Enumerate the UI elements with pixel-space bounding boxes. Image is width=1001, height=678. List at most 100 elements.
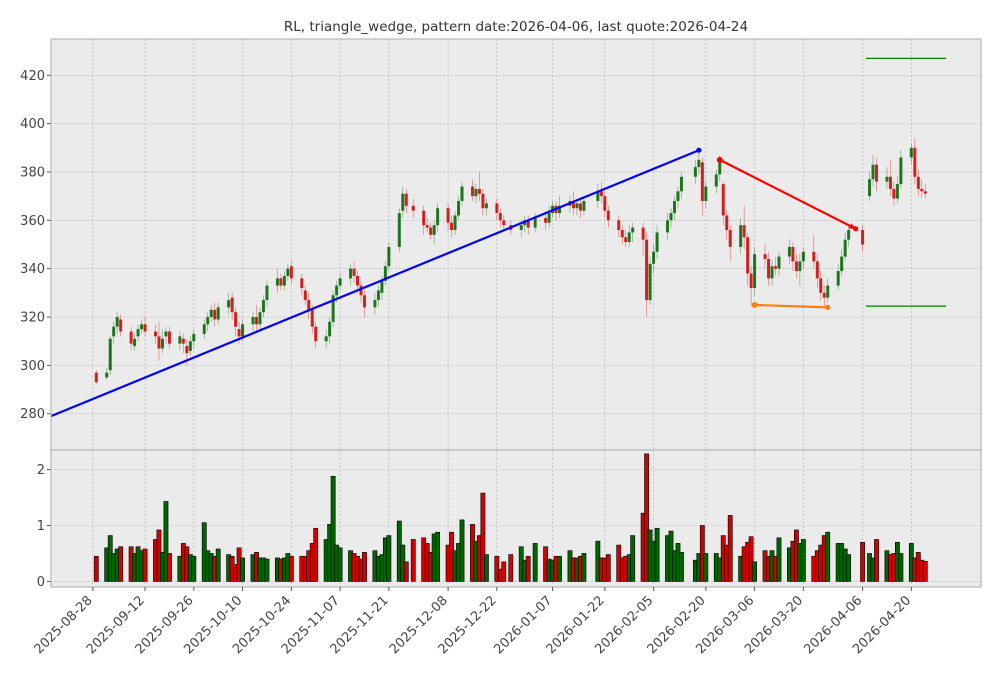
candle-body xyxy=(791,246,795,262)
volume-bar xyxy=(776,537,782,582)
volume-bar xyxy=(480,492,486,582)
candle-body xyxy=(383,266,387,281)
candle-body xyxy=(704,186,708,201)
volume-bar xyxy=(118,546,124,582)
candle-body xyxy=(822,292,826,298)
candle-body xyxy=(213,309,217,320)
candle-body xyxy=(718,159,722,175)
candle-body xyxy=(362,295,366,308)
candle-body xyxy=(526,220,530,228)
volume-bar xyxy=(581,553,587,582)
candle-body xyxy=(700,162,704,201)
candle-body xyxy=(582,200,586,211)
candle-body xyxy=(645,239,649,301)
candle-body xyxy=(136,329,140,337)
candle-body xyxy=(338,278,342,286)
candle-body xyxy=(773,266,777,269)
candle-body xyxy=(714,174,718,187)
candle-body xyxy=(160,338,164,349)
candle-body xyxy=(115,317,119,327)
candle-body xyxy=(356,275,360,286)
candle-body xyxy=(749,273,753,289)
candle-body xyxy=(676,191,680,201)
candle-body xyxy=(895,184,899,199)
candle-body xyxy=(376,290,380,301)
volume-bar xyxy=(163,501,169,582)
candle-body xyxy=(216,307,220,320)
candle-body xyxy=(815,261,819,279)
price-panel: 280 300 320 340 360 380 400 420 xyxy=(20,38,982,451)
volume-bar xyxy=(654,527,660,582)
candle-body xyxy=(349,268,353,279)
candle-body xyxy=(380,280,384,293)
candle-body xyxy=(620,229,624,238)
volume-bar xyxy=(142,548,148,582)
volume-panel-border xyxy=(50,449,982,588)
volume-bar xyxy=(483,554,489,582)
volume-bar xyxy=(93,555,99,582)
candle-body xyxy=(119,319,123,332)
candle-body xyxy=(624,237,628,243)
candle-body xyxy=(446,208,450,223)
price-y-tick-label: 300 xyxy=(20,359,45,374)
volume-bar xyxy=(752,561,757,582)
candle-body xyxy=(812,251,816,262)
candle-body xyxy=(202,324,206,334)
candle-body xyxy=(227,300,231,308)
candle-body xyxy=(899,157,903,185)
volume-bar xyxy=(240,557,245,582)
candle-body xyxy=(648,263,652,301)
candle-body xyxy=(289,266,293,279)
candle-body xyxy=(923,191,927,194)
volume-bar xyxy=(748,536,754,582)
volume-bar xyxy=(703,553,709,582)
candle-body xyxy=(627,232,631,243)
candle-body xyxy=(112,326,116,337)
candle-body xyxy=(310,309,314,327)
candle-body xyxy=(794,261,798,272)
candle-body xyxy=(206,317,210,325)
candle-body xyxy=(868,179,872,197)
candle-body xyxy=(770,266,774,279)
volume-y-tick-label: 1 xyxy=(37,519,45,534)
candle-body xyxy=(387,246,391,267)
candle-body xyxy=(575,203,579,209)
candle-body xyxy=(457,200,461,216)
pattern-marker xyxy=(825,304,831,310)
candle-body xyxy=(655,232,659,252)
candle-body xyxy=(495,203,499,214)
candle-body xyxy=(777,256,781,269)
candle-body xyxy=(728,229,732,247)
volume-bar xyxy=(410,539,416,582)
candle-body xyxy=(331,295,335,322)
candle-body xyxy=(450,222,454,230)
candle-body xyxy=(94,372,98,383)
volume-bar xyxy=(800,539,806,582)
candle-body xyxy=(188,341,192,351)
candle-body xyxy=(108,338,112,371)
candle-body xyxy=(397,213,401,247)
candle-body xyxy=(352,268,356,276)
candle-body xyxy=(470,186,474,197)
volume-bar xyxy=(605,554,611,582)
candle-body xyxy=(129,331,133,344)
candle-body xyxy=(192,333,196,342)
candle-body xyxy=(669,213,673,221)
candle-body xyxy=(892,188,896,199)
candle-body xyxy=(617,220,621,230)
candle-body xyxy=(241,324,245,337)
candle-body xyxy=(481,193,485,209)
candle-body xyxy=(401,193,405,211)
volume-bar xyxy=(435,531,441,582)
candle-body xyxy=(255,317,259,325)
candle-body xyxy=(303,290,307,301)
candle-body xyxy=(178,336,182,344)
price-y-tick-label: 340 xyxy=(20,262,45,277)
candle-body xyxy=(672,200,676,214)
pattern-marker xyxy=(751,301,758,308)
pattern-line-lower xyxy=(754,303,828,309)
volume-bar xyxy=(874,539,879,582)
volume-bar xyxy=(727,515,733,582)
volume-bar xyxy=(288,555,294,582)
volume-bar xyxy=(386,535,392,582)
